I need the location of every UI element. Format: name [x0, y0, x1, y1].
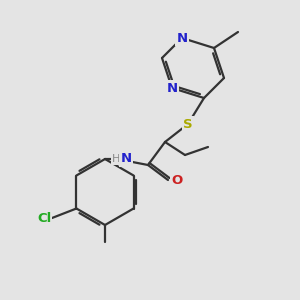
Text: Cl: Cl [37, 212, 51, 224]
Text: H: H [112, 154, 120, 164]
Text: N: N [176, 32, 188, 44]
Text: N: N [120, 152, 132, 166]
Text: S: S [183, 118, 193, 130]
Text: O: O [171, 173, 183, 187]
Text: N: N [167, 82, 178, 94]
